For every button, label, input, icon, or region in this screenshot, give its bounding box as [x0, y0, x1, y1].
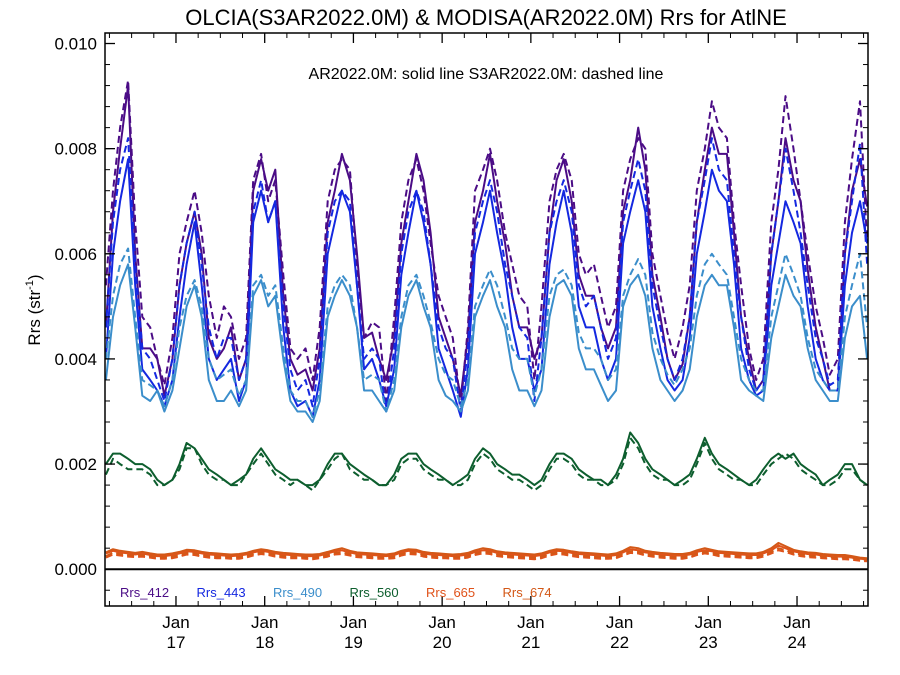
x-tick-month: Jan [340, 613, 367, 632]
plot-frame [104, 32, 869, 607]
y-tick-label: 0.002 [54, 455, 97, 474]
x-tick-month: Jan [162, 613, 189, 632]
x-tick-year: 23 [699, 633, 718, 652]
x-tick-year: 21 [521, 633, 540, 652]
series-line-rrs-560-dashed [104, 436, 868, 492]
x-tick-year: 20 [433, 633, 452, 652]
legend-entry-rrs-674: Rrs_674 [503, 585, 552, 600]
y-axis-label-main: Rrs (str [25, 290, 44, 346]
series-line-rrs-412-dashed [104, 79, 869, 408]
series-line-rrs-490-dashed [104, 247, 869, 418]
chart-title: OLCIA(S3AR2022.0M) & MODISA(AR2022.0M) R… [185, 5, 787, 30]
y-axis-label: Rrs (str-1) [24, 274, 44, 345]
x-tick-year: 18 [255, 633, 274, 652]
x-tick-month: Jan [783, 613, 810, 632]
legend-entry-rrs-665: Rrs_665 [426, 585, 475, 600]
x-tick-year: 17 [167, 633, 186, 652]
series-line-rrs-674-solid [105, 541, 868, 560]
x-tick-month: Jan [695, 613, 722, 632]
series-line-rrs-665-dashed [105, 549, 868, 563]
legend-entry-rrs-560: Rrs_560 [350, 585, 399, 600]
legend-entry-rrs-490: Rrs_490 [273, 585, 322, 600]
y-tick-label: 0.006 [54, 245, 97, 264]
x-tick-year: 24 [788, 633, 807, 652]
series-line-rrs-665-solid [105, 544, 868, 561]
series-line-rrs-560-solid [105, 431, 868, 487]
x-tick-year: 22 [610, 633, 629, 652]
y-tick-label: 0.010 [54, 35, 97, 54]
legend-entry-rrs-412: Rrs_412 [120, 585, 169, 600]
y-tick-label: 0.008 [54, 140, 97, 159]
x-tick-month: Jan [517, 613, 544, 632]
series-line-rrs-443-dashed [104, 137, 869, 413]
series-line-rrs-443-solid [104, 158, 869, 418]
x-tick-month: Jan [251, 613, 278, 632]
x-tick-month: Jan [606, 613, 633, 632]
series-line-rrs-412-solid [104, 84, 869, 397]
plot-area [104, 79, 869, 571]
y-tick-label: 0.004 [54, 350, 97, 369]
legend-entry-rrs-443: Rrs_443 [197, 585, 246, 600]
y-axis-label-superscript: -1 [24, 280, 36, 290]
y-axis-label-tail: ) [25, 274, 44, 280]
legend: Rrs_412 Rrs_443 Rrs_490 Rrs_560 Rrs_665 Rrs_6… [120, 585, 552, 600]
series-line-rrs-674-dashed [105, 547, 868, 561]
line-style-annotation: AR2022.0M: solid line S3AR2022.0M: dashe… [309, 66, 664, 83]
y-tick-label: 0.000 [54, 560, 97, 579]
x-tick-month: Jan [428, 613, 455, 632]
x-tick-year: 19 [344, 633, 363, 652]
series-line-rrs-490-solid [104, 263, 869, 423]
axes: 0.0000.0020.0040.0060.0080.010Jan17Jan18… [54, 33, 868, 652]
